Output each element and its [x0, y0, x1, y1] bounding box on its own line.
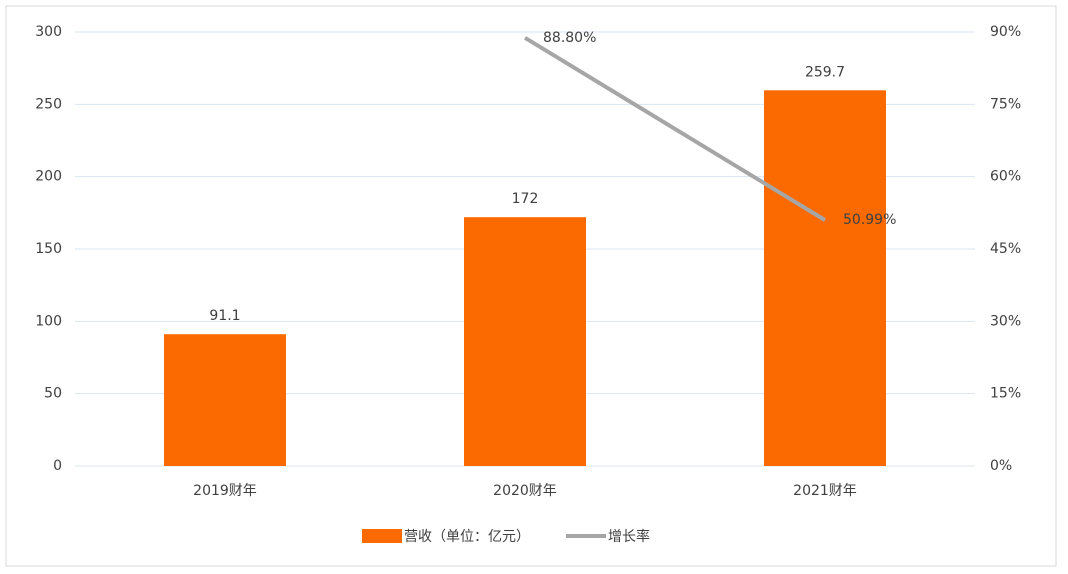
data-label: 259.7 [805, 64, 845, 80]
y2-tick-label: 15% [990, 386, 1021, 402]
legend-label: 营收（单位：亿元） [404, 529, 530, 545]
legend-label: 增长率 [608, 528, 650, 545]
x-tick-label: 2021财年 [793, 483, 857, 499]
y-tick-label: 50 [44, 386, 62, 402]
y2-tick-label: 75% [990, 96, 1021, 112]
x-tick-label: 2020财年 [493, 483, 557, 499]
data-label: 50.99% [843, 212, 896, 228]
data-label: 91.1 [209, 308, 240, 324]
y2-tick-label: 0% [990, 458, 1012, 474]
y-tick-label: 300 [35, 24, 62, 40]
y2-tick-label: 90% [990, 24, 1021, 40]
bar [764, 90, 886, 467]
y2-tick-label: 30% [990, 313, 1021, 329]
y-tick-label: 200 [35, 169, 62, 185]
x-tick-label: 2019财年 [193, 483, 257, 499]
data-label: 172 [512, 191, 539, 207]
y-tick-label: 100 [35, 313, 62, 329]
bar [464, 217, 586, 466]
y-tick-label: 0 [53, 458, 62, 474]
y2-tick-label: 45% [990, 241, 1021, 257]
y-tick-label: 250 [35, 96, 62, 112]
y2-tick-label: 60% [990, 169, 1021, 185]
y-tick-label: 150 [35, 241, 62, 257]
data-label: 88.80% [543, 30, 596, 46]
legend-swatch [362, 529, 402, 543]
bar [164, 334, 286, 466]
line [523, 36, 827, 222]
